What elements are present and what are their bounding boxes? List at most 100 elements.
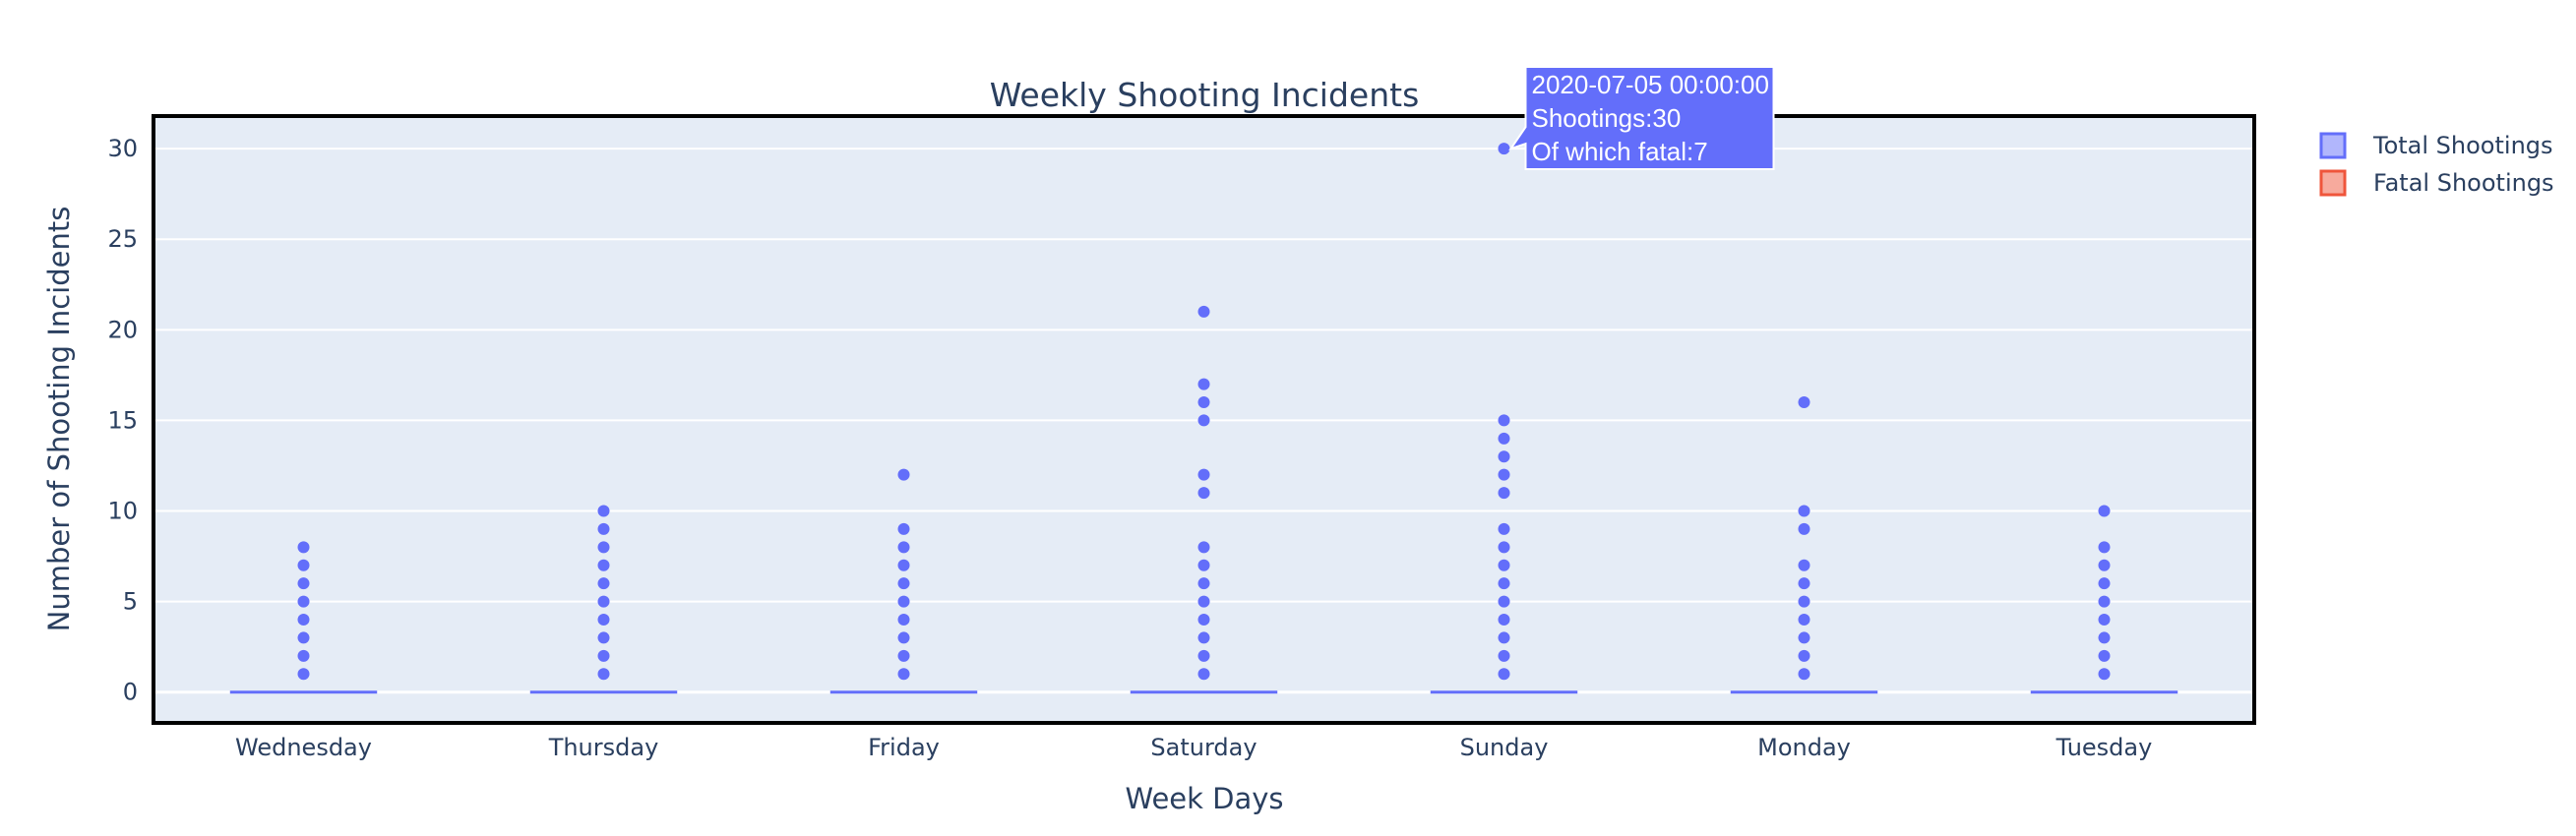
outlier-point[interactable]	[2098, 649, 2111, 662]
outlier-point[interactable]	[1498, 468, 1510, 481]
outlier-point[interactable]	[297, 668, 310, 681]
outlier-point[interactable]	[1498, 487, 1510, 500]
tooltip-box	[1508, 66, 1775, 170]
outlier-point[interactable]	[1498, 432, 1510, 445]
outlier-point[interactable]	[2098, 614, 2111, 627]
outlier-point[interactable]	[297, 577, 310, 590]
outlier-point[interactable]	[897, 577, 910, 590]
outlier-point[interactable]	[897, 522, 910, 535]
outlier-point[interactable]	[1798, 577, 1810, 590]
tooltip-line: Shootings:30	[1532, 103, 1682, 133]
outlier-point[interactable]	[897, 468, 910, 481]
outlier-point[interactable]	[1498, 595, 1510, 608]
outlier-point[interactable]	[297, 541, 310, 554]
outlier-point[interactable]	[1498, 631, 1510, 644]
outlier-point[interactable]	[1197, 595, 1210, 608]
outlier-point[interactable]	[897, 559, 910, 571]
outlier-point[interactable]	[1498, 559, 1510, 571]
outlier-point[interactable]	[1197, 378, 1210, 390]
legend-swatch[interactable]	[2319, 169, 2347, 197]
outlier-point[interactable]	[1498, 143, 1510, 155]
x-tick-label: Tuesday	[2055, 734, 2153, 761]
outlier-point[interactable]	[1197, 668, 1210, 681]
outlier-point[interactable]	[1798, 595, 1810, 608]
outlier-point[interactable]	[597, 541, 610, 554]
outlier-point[interactable]	[1197, 577, 1210, 590]
outlier-point[interactable]	[897, 595, 910, 608]
outlier-point[interactable]	[2098, 668, 2111, 681]
outlier-point[interactable]	[597, 649, 610, 662]
outlier-point[interactable]	[1197, 631, 1210, 644]
x-tick-labels: Wednesday Thursday Friday Saturday Sunday Mon…	[235, 734, 2152, 761]
outlier-point[interactable]	[1498, 649, 1510, 662]
outlier-point[interactable]	[897, 649, 910, 662]
outlier-point[interactable]	[1197, 487, 1210, 500]
outlier-point[interactable]	[1197, 614, 1210, 627]
outlier-point[interactable]	[1197, 414, 1210, 427]
outlier-point[interactable]	[597, 668, 610, 681]
outlier-point[interactable]	[2098, 577, 2111, 590]
outlier-point[interactable]	[1197, 396, 1210, 409]
outlier-point[interactable]	[297, 649, 310, 662]
x-tick-label: Monday	[1757, 734, 1851, 761]
x-axis-title: Week Days	[1125, 782, 1283, 815]
y-tick-label: 20	[107, 316, 138, 343]
legend[interactable]: Total Shootings Fatal Shootings	[2319, 132, 2554, 197]
outlier-point[interactable]	[1498, 614, 1510, 627]
outlier-point[interactable]	[1197, 468, 1210, 481]
legend-swatch[interactable]	[2319, 132, 2347, 159]
legend-label[interactable]: Total Shootings	[2372, 132, 2553, 159]
outlier-point[interactable]	[597, 595, 610, 608]
outlier-point[interactable]	[1197, 559, 1210, 571]
outlier-point[interactable]	[2098, 505, 2111, 517]
outlier-point[interactable]	[1798, 668, 1810, 681]
plot-border	[152, 114, 2256, 725]
outlier-point[interactable]	[2098, 541, 2111, 554]
outlier-point[interactable]	[1498, 541, 1510, 554]
outlier-point[interactable]	[597, 631, 610, 644]
outlier-point[interactable]	[597, 522, 610, 535]
outlier-point[interactable]	[297, 559, 310, 571]
outlier-point[interactable]	[1197, 649, 1210, 662]
outlier-point[interactable]	[1798, 614, 1810, 627]
outlier-point[interactable]	[1197, 541, 1210, 554]
x-tick-label: Thursday	[548, 734, 659, 761]
outlier-point[interactable]	[297, 595, 310, 608]
outlier-point[interactable]	[597, 614, 610, 627]
outlier-point[interactable]	[2098, 559, 2111, 571]
outlier-point[interactable]	[597, 505, 610, 517]
outlier-point[interactable]	[897, 614, 910, 627]
hover-tooltip: 2020-07-05 00:00:00 Shootings:30 Of which …	[1508, 66, 1775, 170]
outlier-point[interactable]	[1798, 522, 1810, 535]
legend-label[interactable]: Fatal Shootings	[2373, 169, 2554, 197]
y-tick-label: 5	[123, 588, 138, 616]
outlier-point[interactable]	[1798, 631, 1810, 644]
outlier-points[interactable]	[297, 143, 2111, 681]
outlier-point[interactable]	[2098, 631, 2111, 644]
outlier-point[interactable]	[1798, 396, 1810, 409]
outlier-point[interactable]	[1498, 414, 1510, 427]
y-tick-label: 25	[107, 225, 138, 253]
outlier-point[interactable]	[597, 577, 610, 590]
outlier-point[interactable]	[1498, 668, 1510, 681]
outlier-point[interactable]	[897, 631, 910, 644]
outlier-point[interactable]	[1798, 559, 1810, 571]
outlier-point[interactable]	[897, 541, 910, 554]
outlier-point[interactable]	[297, 614, 310, 627]
outlier-point[interactable]	[597, 559, 610, 571]
outlier-point[interactable]	[1197, 305, 1210, 318]
outlier-point[interactable]	[1498, 577, 1510, 590]
x-tick-label: Wednesday	[235, 734, 372, 761]
outlier-point[interactable]	[1798, 505, 1810, 517]
outlier-point[interactable]	[1498, 450, 1510, 463]
y-tick-label: 0	[123, 679, 138, 706]
y-tick-label: 30	[107, 135, 138, 162]
outlier-point[interactable]	[2098, 595, 2111, 608]
tooltip-line: Of which fatal:7	[1532, 137, 1708, 166]
outlier-point[interactable]	[1498, 522, 1510, 535]
outlier-point[interactable]	[1798, 649, 1810, 662]
tooltip-line: 2020-07-05 00:00:00	[1532, 70, 1769, 99]
chart-title: Weekly Shooting Incidents	[990, 76, 1420, 114]
outlier-point[interactable]	[297, 631, 310, 644]
outlier-point[interactable]	[897, 668, 910, 681]
